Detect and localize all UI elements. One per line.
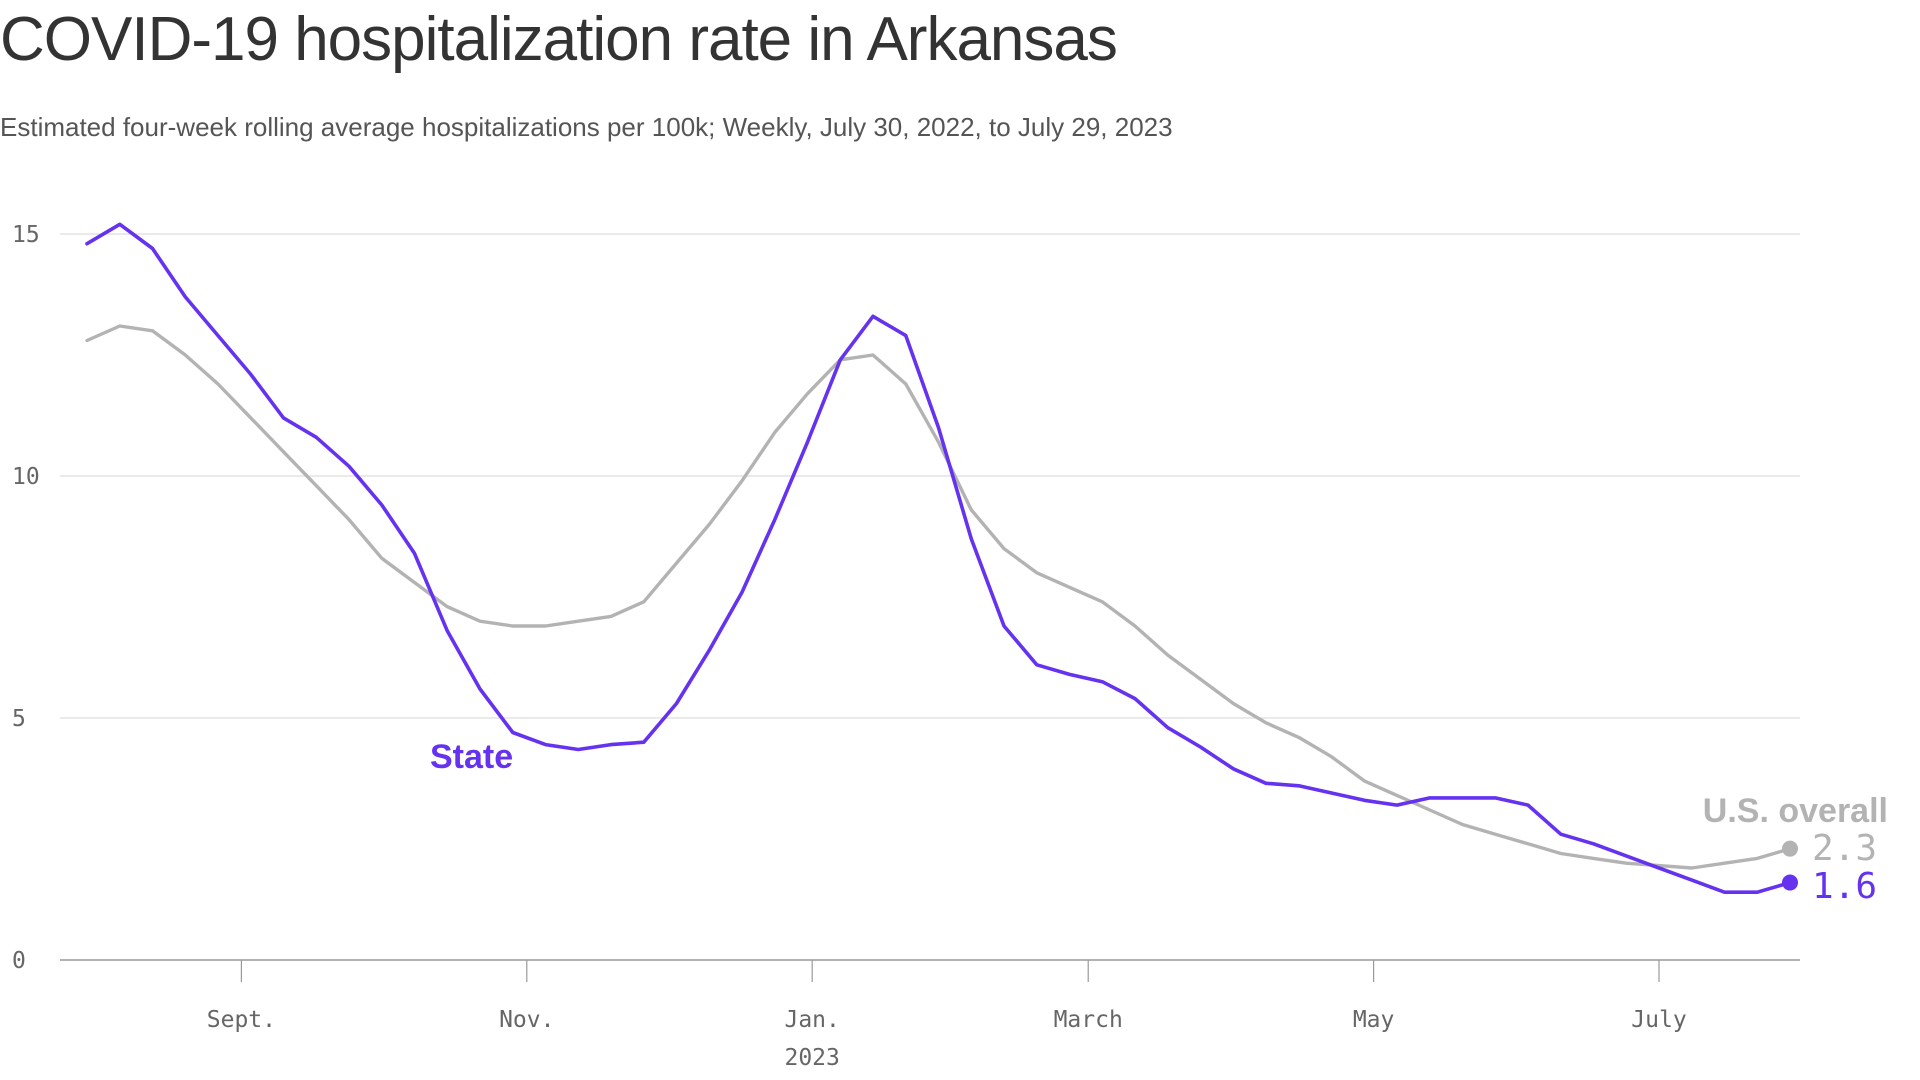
us-end-point (1782, 840, 1798, 857)
x-tick-label: May (1353, 1007, 1395, 1033)
series-layer (85, 222, 1798, 895)
x-tick-sublabel: 2023 (784, 1045, 839, 1071)
y-tick-label: 5 (12, 706, 26, 732)
chart-title: COVID-19 hospitalization rate in Arkansa… (0, 5, 1118, 74)
state-end-point (1782, 874, 1798, 891)
state-series-line (85, 222, 1792, 895)
y-tick-label: 0 (12, 948, 26, 974)
x-tick-label: Nov. (499, 1007, 554, 1033)
us-series-line (85, 324, 1792, 870)
grid-layer (60, 233, 1800, 961)
x-axis-ticks: Sept. Nov. Jan. 2023 March May July (207, 960, 1687, 1071)
y-tick-label: 10 (12, 464, 40, 490)
x-tick-label: Jan. (784, 1007, 839, 1033)
state-end-value: 1.6 (1812, 866, 1877, 907)
chart-subtitle: Estimated four-week rolling average hosp… (0, 112, 1173, 142)
x-tick-label: March (1054, 1007, 1123, 1033)
y-tick-label: 15 (12, 222, 40, 248)
us-series-label: U.S. overall (1703, 792, 1888, 830)
us-end-value: 2.3 (1812, 828, 1877, 869)
x-tick-label: Sept. (207, 1007, 276, 1033)
y-axis-ticks: 0 5 10 15 (12, 222, 40, 974)
state-series-label: State (430, 738, 513, 776)
x-tick-label: July (1631, 1007, 1686, 1033)
